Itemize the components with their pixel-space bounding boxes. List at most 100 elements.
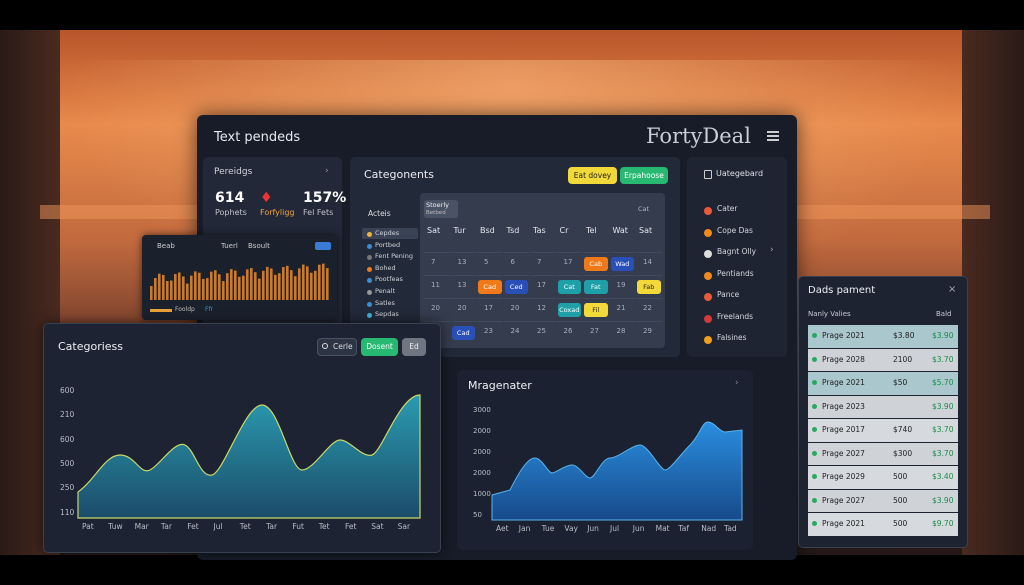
event[interactable]: Wad xyxy=(610,257,634,271)
mini-bar-decor xyxy=(326,268,329,300)
mini-bar-decor xyxy=(182,276,185,300)
side-item-icon xyxy=(704,336,712,344)
row-check xyxy=(812,497,817,503)
table-cell: Prage 2021 xyxy=(822,519,865,528)
weekday: Tur xyxy=(453,226,466,235)
mini-bar-decor xyxy=(310,272,313,300)
event[interactable]: Cad xyxy=(451,326,475,340)
mini-bar-decor xyxy=(286,265,289,300)
x-label: Tad xyxy=(724,524,737,533)
button-gray[interactable]: Ed xyxy=(402,338,426,356)
day-number: 29 xyxy=(643,327,652,335)
y-label: 110 xyxy=(60,507,75,517)
search-button[interactable]: Cerle xyxy=(317,338,357,356)
mini-bar-decor xyxy=(322,263,325,300)
mini-bar-decor xyxy=(178,272,181,300)
event[interactable]: Coxad xyxy=(557,303,581,317)
y-label: 3000 xyxy=(473,406,491,414)
mini-bar-decor xyxy=(154,278,157,300)
event[interactable]: Fat xyxy=(584,280,608,294)
y-label: 2000 xyxy=(473,427,491,435)
x-label: Tet xyxy=(318,522,330,531)
list-title: Acteis xyxy=(368,209,391,218)
brand: FortyDeal xyxy=(646,124,751,148)
x-label: Pat xyxy=(82,522,94,531)
side-title: Uategebard xyxy=(716,169,764,178)
stat-label: Forfyligg xyxy=(260,208,295,217)
calendar-cell xyxy=(450,275,476,297)
event[interactable]: Ced xyxy=(504,280,528,294)
day-number: 26 xyxy=(563,327,573,335)
event[interactable]: Cat xyxy=(557,280,581,294)
stat-label: Fel Fets xyxy=(303,208,334,217)
mini-bar-decor xyxy=(282,267,285,300)
button-green[interactable]: Erpahoose xyxy=(620,167,668,184)
calendar-cell xyxy=(583,275,609,297)
side-item: Cope Das xyxy=(717,225,753,235)
x-label: Fet xyxy=(345,522,357,531)
column-header: Bald xyxy=(936,310,952,318)
event[interactable]: Cad xyxy=(478,280,502,294)
table-cell: $50 xyxy=(893,378,908,387)
day-number: 7 xyxy=(537,258,542,266)
mini-bar-decor xyxy=(194,271,197,300)
event[interactable]: Fab xyxy=(637,280,661,294)
calendar-cell xyxy=(530,275,556,297)
event[interactable]: Cab xyxy=(584,257,608,271)
list-item: Pootfeas xyxy=(375,275,403,284)
x-label: Aet xyxy=(496,524,509,533)
x-label: Fet xyxy=(187,522,199,531)
event[interactable]: Fil xyxy=(584,303,608,317)
mini-bar-decor xyxy=(190,275,193,300)
weekday: Tsd xyxy=(506,226,520,235)
y-label: 250 xyxy=(60,483,75,493)
side-item-icon xyxy=(704,228,712,237)
day-number: 20 xyxy=(431,304,440,312)
list-item: Satles xyxy=(375,298,395,307)
calendar-cell xyxy=(477,321,503,343)
top-bar xyxy=(0,0,1024,30)
row-check xyxy=(812,427,817,432)
mini-bar-decor xyxy=(314,270,317,300)
y-label: 2000 xyxy=(473,448,491,456)
calendar-cell xyxy=(609,252,635,274)
side-item: Cater xyxy=(717,204,738,213)
mini-legend-swatch xyxy=(150,309,172,312)
x-label: Nad xyxy=(701,524,717,533)
day-number: 20 xyxy=(510,304,520,312)
table-cell: $3.70 xyxy=(932,354,954,364)
mini-bar-decor xyxy=(202,278,205,300)
day-number: 21 xyxy=(616,304,626,312)
button-green[interactable]: Dosent xyxy=(361,338,398,356)
day-number: 13 xyxy=(457,281,467,289)
side-item-icon xyxy=(704,207,712,215)
mini-legend: Ffr xyxy=(205,306,214,313)
menu-icon[interactable] xyxy=(767,131,779,141)
side-item-icon xyxy=(704,250,712,258)
table-cell: Prage 2017 xyxy=(822,425,865,434)
x-label: Jun xyxy=(587,524,599,533)
table-row xyxy=(808,419,958,442)
table-row xyxy=(808,489,958,512)
x-label: Taf xyxy=(678,524,689,533)
side-item: Freelands xyxy=(717,311,754,321)
calendar-cell xyxy=(556,252,582,274)
calendar-chip xyxy=(424,200,458,218)
weekday: Sat xyxy=(639,226,653,235)
mini-bar-decor xyxy=(290,270,293,300)
mini-bar-decor xyxy=(198,272,201,300)
button-yellow[interactable]: Eat dovey xyxy=(568,167,617,184)
mini-bar-decor xyxy=(262,270,265,300)
day-number: 17 xyxy=(563,258,573,266)
weekday: Tas xyxy=(533,226,546,235)
table-cell: $3.90 xyxy=(932,495,954,505)
table-row xyxy=(808,325,958,348)
mini-bar-decor xyxy=(206,278,209,300)
list-dot xyxy=(367,290,372,295)
x-label: Jan xyxy=(518,524,531,533)
mini-label: Beab xyxy=(157,242,175,250)
calendar-cell xyxy=(636,275,662,297)
calendar-cell xyxy=(424,321,450,343)
calendar-cell xyxy=(636,298,662,320)
